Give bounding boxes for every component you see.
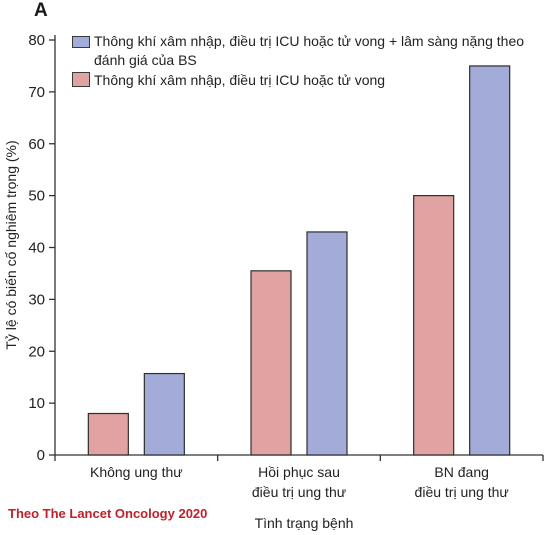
x-category-label: Hồi phục sau xyxy=(258,464,340,480)
x-category-label: Không ung thư xyxy=(90,464,183,480)
y-tick-label: 40 xyxy=(28,240,45,257)
legend-item-series-1: Thông khí xâm nhập, điều trị ICU hoặc tử… xyxy=(72,32,549,70)
y-tick-label: 10 xyxy=(28,395,45,412)
y-tick-label: 70 xyxy=(28,84,45,101)
legend: Thông khí xâm nhập, điều trị ICU hoặc tử… xyxy=(72,32,549,90)
legend-swatch-series-2 xyxy=(72,72,90,87)
y-tick-label: 20 xyxy=(28,343,45,360)
legend-label-series-2: Thông khí xâm nhập, điều trị ICU hoặc tử… xyxy=(94,72,386,88)
panel-label: A xyxy=(34,0,48,21)
x-axis-title: Tình trạng bệnh xyxy=(255,515,354,531)
y-tick-label: 80 xyxy=(28,32,45,49)
bar-series-1-cat-2 xyxy=(250,270,292,456)
bar-series-1-cat-1 xyxy=(87,412,129,456)
x-category-label: điều trị ung thư xyxy=(252,484,346,500)
legend-swatch-series-1 xyxy=(72,36,90,48)
bar-series-1-cat-3 xyxy=(413,195,455,456)
y-tick-label: 30 xyxy=(28,291,45,308)
source-note: Theo The Lancet Oncology 2020 xyxy=(8,506,208,521)
legend-label-series-1: Thông khí xâm nhập, điều trị ICU hoặc tử… xyxy=(94,33,525,68)
bar-series-2-cat-2 xyxy=(306,231,348,456)
y-tick-label: 0 xyxy=(37,447,45,464)
bar-series-2-cat-3 xyxy=(469,65,511,456)
x-category-label: điều trị ung thư xyxy=(415,484,509,500)
x-category-label: BN đang xyxy=(434,464,488,480)
y-tick-label: 60 xyxy=(28,136,45,153)
y-tick-label: 50 xyxy=(28,188,45,205)
legend-item-series-2: Thông khí xâm nhập, điều trị ICU hoặc tử… xyxy=(72,71,549,90)
bar-series-2-cat-1 xyxy=(143,372,185,456)
y-axis-title: Tỷ lệ có biến cố nghiêm trọng (%) xyxy=(3,140,19,349)
